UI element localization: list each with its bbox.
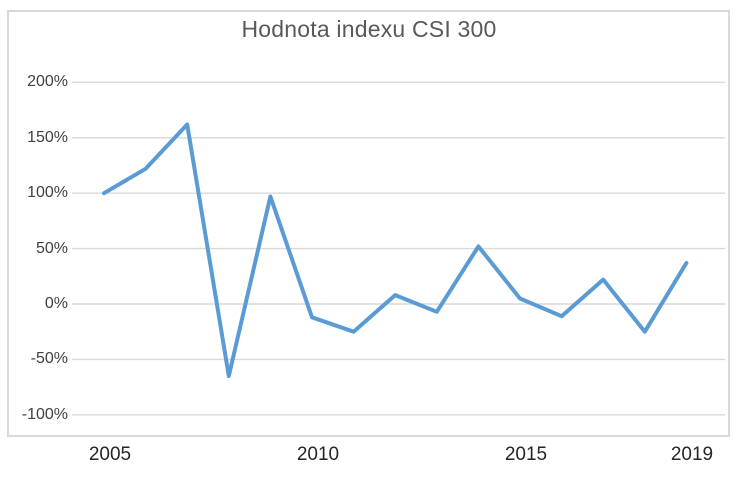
x-tick-label: 2019	[670, 444, 714, 465]
x-tick-label: 2005	[88, 444, 132, 465]
y-tick-label: 100%	[27, 184, 68, 201]
y-tick-label: -100%	[21, 406, 68, 423]
series-line-csi300	[102, 122, 689, 378]
chart-frame	[7, 10, 730, 437]
y-tick-label: -50%	[30, 350, 68, 367]
x-tick-label: 2010	[296, 444, 340, 465]
x-tick-label: 2015	[504, 444, 548, 465]
y-tick-label: 200%	[27, 73, 68, 90]
chart-title: Hodnota indexu CSI 300	[241, 16, 497, 42]
y-tick-label: 0%	[44, 295, 68, 312]
y-tick-label: 50%	[35, 240, 68, 257]
y-tick-label: 150%	[27, 129, 68, 146]
